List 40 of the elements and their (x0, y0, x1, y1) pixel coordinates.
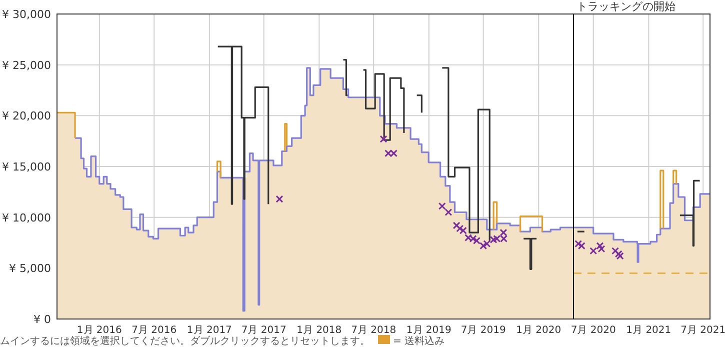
x-tick-label: 1月 2020 (516, 325, 562, 336)
point (574, 240, 582, 248)
y-tick-label: ¥ 5,000 (9, 262, 51, 276)
point (452, 222, 460, 230)
x-tick-label: 7月 2018 (351, 325, 396, 336)
x-tick-label: 1月 2018 (296, 325, 342, 336)
point (578, 242, 586, 250)
point (490, 236, 498, 244)
y-tick-label: ¥ 25,000 (2, 58, 51, 72)
point (616, 252, 624, 260)
x-tick-label: 1月 2017 (186, 325, 232, 336)
x-tick-label: 7月 2021 (680, 325, 725, 336)
x-tick-label: 1月 2019 (406, 325, 452, 336)
y-tick-label: ¥ 15,000 (2, 160, 51, 174)
x-tick-label: 7月 2020 (570, 325, 616, 336)
point (444, 208, 452, 216)
y-tick-label: ¥ 0 (34, 313, 51, 326)
point (612, 247, 620, 255)
point (483, 240, 491, 248)
x-tick-label: 7月 2019 (460, 325, 506, 336)
ref-line-label: トラッキングの開始 (576, 0, 676, 13)
x-tick-label: 7月 2016 (132, 325, 177, 336)
text: ムインするには領域を選択してください。ダブルクリックするとリセットします。 (0, 335, 370, 347)
x-tick-label: 1月 2021 (626, 325, 672, 336)
point (500, 228, 508, 236)
point (480, 242, 488, 250)
y-tick-label: ¥ 30,000 (2, 8, 51, 21)
point (438, 202, 446, 210)
point (614, 250, 622, 258)
point (459, 226, 467, 234)
point (276, 195, 284, 203)
x-tick-label: 7月 2017 (241, 325, 286, 336)
legend-label: = 送料込み (393, 335, 445, 347)
point (472, 236, 480, 244)
point (456, 224, 464, 232)
x-tick-label: 1月 2016 (76, 325, 122, 336)
point (596, 242, 604, 250)
y-tick-label: ¥ 10,000 (2, 211, 51, 224)
point (380, 135, 388, 143)
y-tick-label: ¥ 20,000 (2, 110, 51, 123)
